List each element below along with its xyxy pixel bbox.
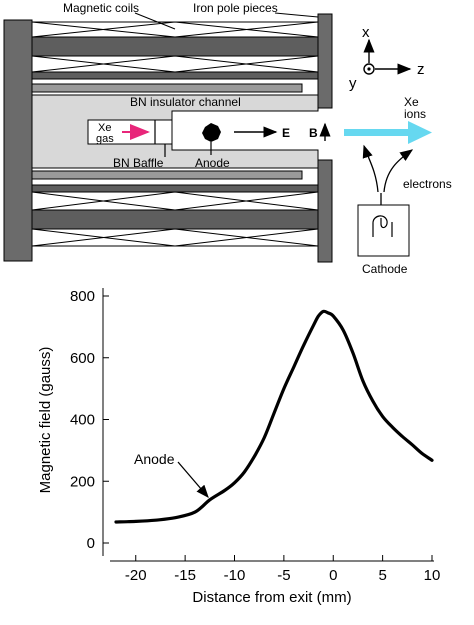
ion-beam	[344, 129, 410, 136]
y-tick-label: 600	[70, 350, 95, 367]
axis-origin-icon	[363, 63, 375, 75]
iron-pole-pieces-label: Iron pole pieces	[193, 1, 278, 15]
b-field-label: B	[309, 126, 318, 140]
x-tick-label: -10	[224, 567, 246, 584]
magnetic-coils-label: Magnetic coils	[63, 1, 139, 15]
pole-piece-top	[317, 13, 333, 109]
x-tick-label: 5	[378, 567, 386, 584]
cathode-label: Cathode	[362, 262, 408, 276]
anode-annotation: Anode	[134, 451, 175, 467]
e-field-label: E	[282, 126, 290, 140]
bn-baffle-label: BN Baffle	[113, 156, 164, 170]
back-plate	[3, 19, 33, 262]
y-ticks: 0 200 400 600 800	[70, 288, 109, 552]
axis-z-label: z	[417, 61, 425, 78]
anode-annotation-arrow	[177, 461, 209, 498]
pole-leader	[274, 12, 319, 18]
axis-origin-dot	[367, 67, 371, 71]
y-tick-label: 400	[70, 412, 95, 429]
upper-magnetic-coils	[31, 21, 319, 80]
magnetic-field-chart: 0 200 400 600 800 -20 -15 -10 -5 0 5 10 Anode Dist…	[37, 288, 440, 606]
x-ticks: -20 -15 -10 -5 0 5 10	[125, 555, 440, 584]
thruster-schematic: Magnetic coils Iron pole pieces BN insul…	[3, 1, 452, 276]
electron-path-right	[383, 149, 414, 193]
anode-icon	[202, 123, 221, 142]
field-curve	[114, 309, 434, 524]
inner-pole-top	[31, 83, 303, 93]
y-tick-label: 0	[87, 535, 95, 552]
x-tick-label: 0	[329, 567, 337, 584]
xe-ions-label-line1: Xe	[404, 95, 419, 109]
x-tick-label: 10	[424, 567, 441, 584]
bn-insulator-channel	[31, 94, 319, 169]
bn-insulator-channel-label: BN insulator channel	[130, 95, 241, 109]
x-tick-label: -20	[125, 567, 147, 584]
inner-pole-bottom	[31, 170, 303, 180]
electrons-label: electrons	[403, 177, 452, 191]
xe-gas-label-line2: gas	[96, 133, 114, 145]
xe-gas-label-line1: Xe	[98, 122, 111, 134]
cathode-box	[357, 204, 410, 257]
anode-label: Anode	[195, 156, 230, 170]
y-tick-label: 200	[70, 473, 95, 490]
y-tick-label: 800	[70, 288, 95, 305]
x-tick-label: -5	[277, 567, 290, 584]
x-tick-label: -15	[174, 567, 196, 584]
x-axis-title: Distance from exit (mm)	[192, 589, 351, 606]
cathode-filament-icon	[372, 215, 393, 237]
axis-y-label: y	[349, 75, 357, 92]
y-axis-title: Magnetic field (gauss)	[37, 347, 54, 494]
lower-magnetic-coils	[31, 184, 319, 247]
axis-x-label: x	[362, 24, 370, 41]
ion-beam-head	[408, 121, 432, 144]
pole-piece-bottom	[317, 159, 333, 263]
coils-leader	[134, 12, 176, 30]
electron-path-left	[362, 144, 379, 193]
xe-ions-label-line2: ions	[404, 107, 426, 121]
